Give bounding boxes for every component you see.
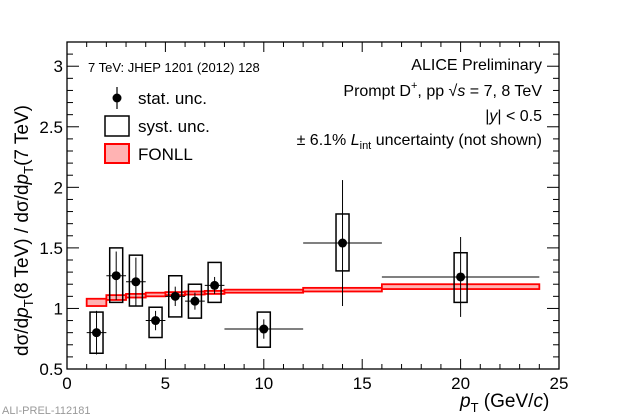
x-tick-label: 0 [62, 374, 71, 393]
data-point [190, 296, 200, 306]
legend-fonll-marker [104, 143, 130, 164]
y-axis-label: dσ/dpT(8 TeV) / dσ/dpT(7 TeV) [12, 105, 36, 356]
y-tick-label: 1 [54, 299, 63, 318]
x-axis-label: pT (GeV/c) [459, 391, 549, 415]
legend: stat. unc. syst. unc. FONLL [104, 87, 210, 164]
plot-frame [66, 41, 560, 370]
preliminary-text: ALICE Preliminary [411, 57, 542, 74]
syst-box [148, 306, 163, 339]
data-point [151, 316, 161, 326]
x-tick-label: 25 [550, 374, 569, 393]
legend-fonll-label: FONLL [138, 145, 193, 164]
process-text: Prompt D+, pp √s = 7, 8 TeV [343, 80, 542, 100]
x-tick-label: 10 [254, 374, 273, 393]
syst-box [108, 247, 124, 304]
fonll-band-series [85, 283, 541, 307]
data-point [259, 324, 269, 334]
x-tick-label: 20 [451, 374, 470, 393]
syst-box [256, 311, 272, 348]
y-tick-label: 0.5 [39, 360, 63, 379]
y-tick-label: 1.5 [39, 239, 63, 258]
luminosity-text: ± 6.1% Lint uncertainty (not shown) [297, 132, 542, 152]
syst-box [207, 261, 222, 304]
data-point [131, 277, 141, 287]
y-tick-label: 2.5 [39, 118, 63, 137]
data-point [210, 280, 220, 290]
rapidity-text: |y| < 0.5 [485, 108, 542, 125]
data-point [456, 272, 466, 282]
fonll-band-segment [85, 297, 108, 307]
data-point [111, 271, 121, 281]
legend-stat-marker [112, 93, 122, 103]
reference-text: 7 TeV: JHEP 1201 (2012) 128 [88, 60, 260, 75]
stat-points-series [86, 180, 540, 355]
y-tick-label: 2 [54, 178, 63, 197]
data-point [170, 291, 180, 301]
y-tick-label: 3 [54, 57, 63, 76]
figure-id-text: ALI-PREL-112181 [2, 405, 90, 417]
legend-syst-marker [104, 115, 130, 137]
legend-stat-label: stat. unc. [138, 89, 207, 108]
axis-ticks: 0 5 10 15 20 25 0.5 1 1.5 2 2.5 3 [39, 42, 568, 393]
fonll-band-segment [223, 288, 305, 294]
x-tick-label: 5 [161, 374, 170, 393]
data-point [92, 328, 102, 338]
data-point [338, 238, 348, 248]
fonll-band-segment [144, 291, 167, 298]
legend-syst-label: syst. unc. [138, 117, 210, 136]
x-tick-label: 15 [353, 374, 372, 393]
